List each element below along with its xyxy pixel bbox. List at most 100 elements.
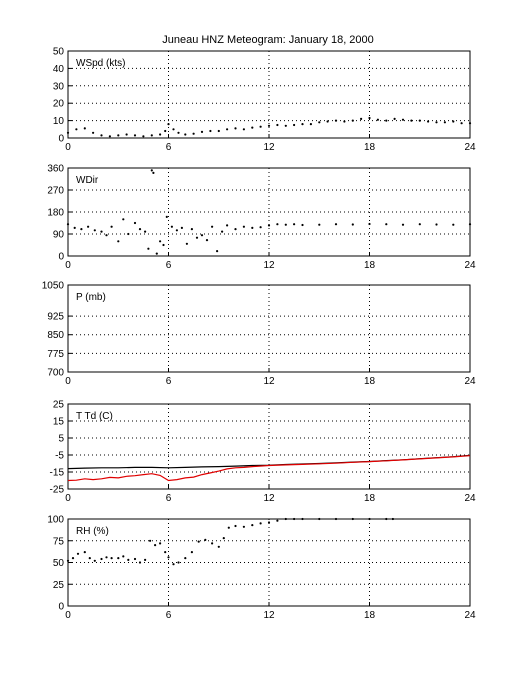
panel-1: 0 6 12 18 24 0 10 20 30 40 50 WSpd (kts) (53, 47, 476, 154)
data-point (276, 519, 279, 522)
y-tick-label: 90 (53, 230, 65, 241)
data-point (177, 561, 180, 564)
data-point (301, 517, 304, 521)
panel-4: 0 6 12 18 24 -25 -15 -5 5 15 25 T Td (C) (50, 400, 476, 505)
data-point (427, 120, 430, 123)
data-point (284, 517, 287, 521)
data-point (435, 223, 438, 226)
figure-title: Juneau HNZ Meteogram: January 18, 2000 (162, 34, 374, 46)
data-point (138, 561, 142, 564)
data-point (127, 558, 130, 562)
data-point (152, 171, 155, 174)
x-tick-label: 12 (263, 493, 275, 504)
data-point (172, 128, 175, 131)
data-point (222, 537, 225, 540)
data-point (204, 538, 207, 542)
data-point (385, 517, 388, 521)
data-point (318, 121, 321, 124)
data-point (368, 222, 371, 226)
data-point (88, 557, 91, 560)
data-point (125, 133, 128, 136)
data-point (259, 226, 262, 229)
y-tick-label: 75 (53, 536, 65, 547)
data-point (108, 135, 111, 138)
data-point (127, 232, 130, 236)
data-point (242, 525, 245, 528)
data-point (167, 123, 170, 126)
data-point (301, 123, 304, 126)
data-point (293, 223, 296, 226)
y-tick-label: 25 (53, 400, 65, 411)
series-1 (66, 517, 394, 566)
data-point (159, 133, 162, 136)
data-point (343, 120, 346, 123)
panel-ylabel: WSpd (kts) (76, 58, 125, 69)
series-1 (66, 169, 472, 255)
data-point (180, 226, 183, 229)
data-point (150, 169, 153, 172)
panel-ylabel: WDir (76, 175, 99, 186)
data-point (100, 134, 103, 137)
panel-5: 0 6 12 18 24 0 25 50 75 100 RH (%) (47, 515, 476, 622)
y-tick-label: 25 (53, 580, 65, 591)
data-point (197, 540, 200, 543)
data-point (385, 119, 388, 122)
panel-frame (67, 284, 471, 373)
y-tick-label: 10 (53, 116, 65, 127)
data-point (226, 128, 229, 131)
x-tick-label: 24 (464, 260, 476, 271)
data-point (167, 556, 170, 559)
data-point (217, 129, 220, 133)
data-point (73, 226, 76, 229)
data-point (142, 135, 145, 138)
x-tick-label: 24 (464, 493, 476, 504)
data-point (251, 126, 254, 129)
x-tick-label: 0 (65, 493, 71, 504)
data-point (334, 517, 338, 521)
y-tick-label: 0 (58, 252, 64, 263)
data-point (100, 557, 103, 561)
data-point (209, 129, 212, 133)
y-tick-label: 1050 (42, 281, 65, 292)
data-point (452, 223, 455, 226)
data-point (200, 130, 204, 133)
data-point (418, 223, 421, 226)
data-point (159, 542, 162, 545)
data-point (276, 123, 279, 127)
x-tick-label: 12 (263, 376, 275, 387)
data-point (122, 555, 125, 558)
data-point (391, 517, 394, 521)
y-tick-label: 50 (53, 558, 65, 569)
data-point (117, 134, 120, 137)
data-point (276, 223, 279, 226)
data-point (435, 121, 438, 124)
data-point (93, 229, 96, 232)
y-tick-label: 0 (58, 602, 64, 613)
x-tick-label: 24 (464, 610, 476, 621)
data-point (326, 120, 329, 123)
data-point (117, 240, 120, 243)
data-point (149, 539, 152, 542)
data-point (105, 556, 108, 559)
x-tick-label: 0 (65, 610, 71, 621)
y-tick-label: 100 (47, 515, 64, 526)
data-point (216, 250, 219, 253)
data-point (144, 230, 147, 233)
data-point (190, 228, 193, 231)
data-point (410, 119, 413, 122)
data-point (217, 545, 220, 548)
y-tick-label: -15 (50, 468, 65, 479)
data-point (200, 234, 204, 237)
data-point (267, 521, 271, 524)
panel-frame (67, 403, 471, 490)
data-point (100, 230, 103, 233)
data-point (83, 127, 86, 130)
panel-ylabel: P (mb) (76, 292, 106, 303)
data-point (301, 223, 304, 227)
panel-3: 0 6 12 18 24 700 775 850 925 1050 P (mb) (42, 281, 476, 388)
data-point (144, 558, 147, 562)
data-point (393, 117, 396, 120)
data-point (468, 223, 472, 226)
x-tick-label: 0 (65, 260, 71, 271)
